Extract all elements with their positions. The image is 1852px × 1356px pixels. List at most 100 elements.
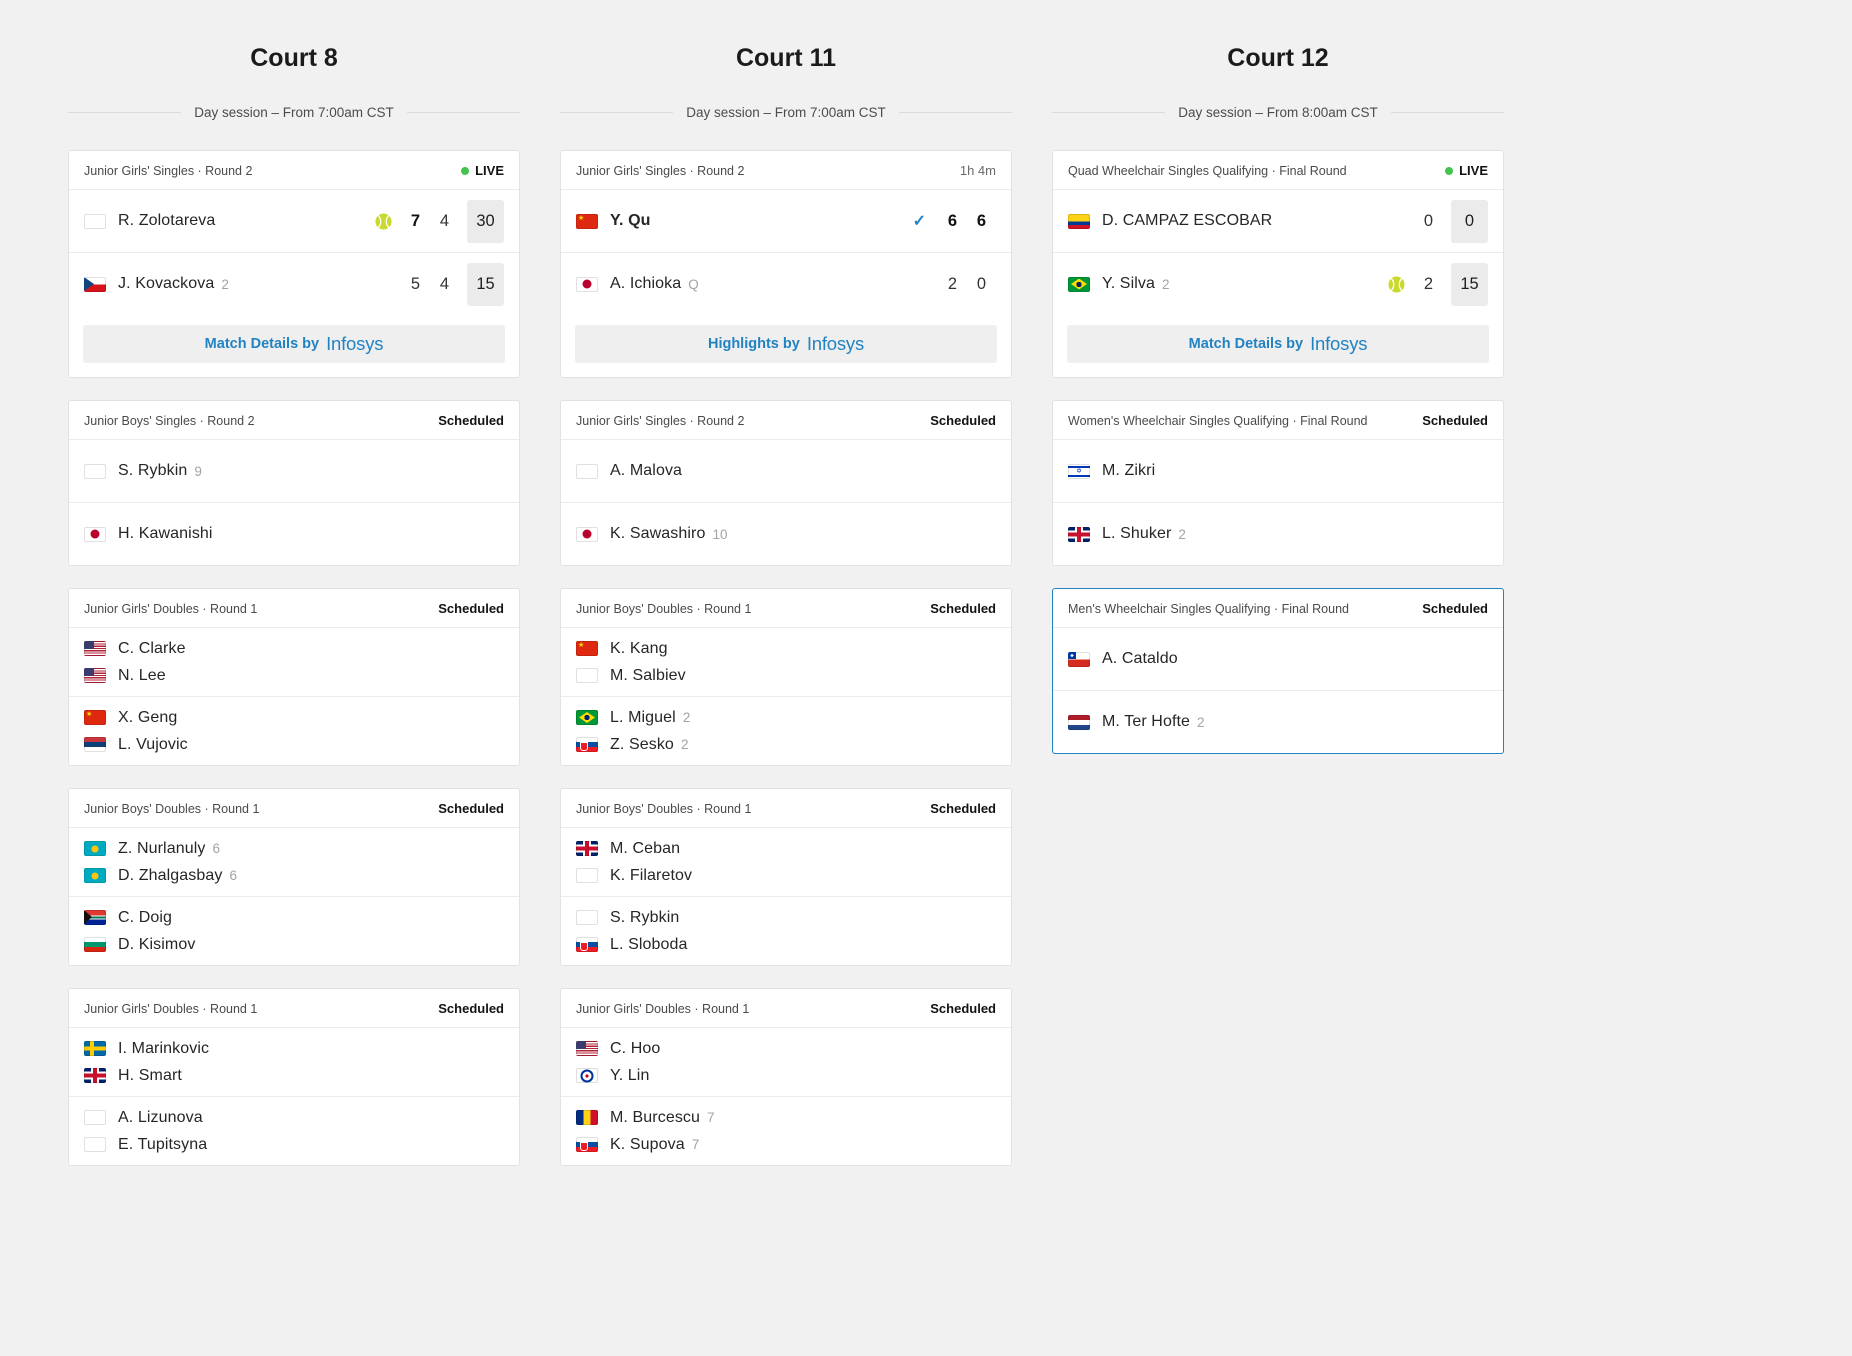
match-action-button[interactable]: Match Details by Infosys xyxy=(83,325,505,363)
team-players: K. Kang M. Salbiev xyxy=(576,636,686,688)
infosys-logo: Infosys xyxy=(806,333,865,354)
player: A. Lizunova xyxy=(84,1105,207,1130)
player: D. CAMPAZ ESCOBAR xyxy=(1068,209,1272,234)
divider-line xyxy=(898,112,1013,113)
team-players: A. Malova xyxy=(576,459,682,484)
match-card[interactable]: Junior Girls' Doubles · Round 1 Scheduled… xyxy=(68,588,520,766)
match-card-header: Junior Girls' Singles · Round 2 LIVE xyxy=(69,151,519,189)
player: A. Cataldo xyxy=(1068,647,1178,672)
player: S. Rybkin 9 xyxy=(84,459,202,484)
divider-line xyxy=(68,112,182,113)
flag-neutral-icon xyxy=(576,463,598,479)
flag-neutral-icon xyxy=(576,668,598,683)
player-name: A. Cataldo xyxy=(1102,650,1178,667)
match-card[interactable]: Women's Wheelchair Singles Qualifying · … xyxy=(1052,400,1504,566)
player: M. Ceban xyxy=(576,836,692,861)
match-card-header: Junior Girls' Doubles · Round 1 Scheduled xyxy=(69,589,519,627)
team-row: Z. Nurlanuly 6 D. Zhalgasbay 6 xyxy=(69,827,519,896)
match-status: Scheduled xyxy=(930,801,996,816)
player-name: N. Lee xyxy=(118,666,166,684)
match-card[interactable]: Quad Wheelchair Singles Qualifying · Fin… xyxy=(1052,150,1504,378)
match-card[interactable]: Junior Girls' Singles · Round 2 1h 4m Y. Q… xyxy=(560,150,1012,378)
team-row: Y. Qu ✓ 66 xyxy=(561,189,1011,252)
action-label: Highlights by xyxy=(707,336,800,352)
team-players: C. Hoo Y. Lin xyxy=(576,1036,660,1088)
match-card[interactable]: Junior Boys' Doubles · Round 1 Scheduled M… xyxy=(560,788,1012,966)
match-card[interactable]: Men's Wheelchair Singles Qualifying · Fi… xyxy=(1052,588,1504,754)
match-card-header: Junior Girls' Doubles · Round 1 Scheduled xyxy=(69,989,519,1027)
flag-sk-icon xyxy=(576,937,598,952)
match-card[interactable]: Junior Boys' Doubles · Round 1 Scheduled K… xyxy=(560,588,1012,766)
team-row: J. Kovackova 2 5 4 15 xyxy=(69,252,519,315)
player: D. Kisimov xyxy=(84,932,195,957)
player: M. Burcescu 7 xyxy=(576,1105,715,1130)
event-name: Junior Boys' Doubles · Round 1 xyxy=(576,601,752,616)
serving-ball-icon xyxy=(375,212,392,230)
flag-jp-icon xyxy=(84,526,106,542)
player-seed: 2 xyxy=(1161,276,1170,292)
team-row: A. Malova xyxy=(561,439,1011,502)
game-score: 15 xyxy=(1451,262,1488,306)
flag-tpe-icon xyxy=(576,1068,598,1083)
flag-cn-icon xyxy=(576,213,598,229)
status-label: Scheduled xyxy=(930,601,996,616)
team-players: L. Shuker 2 xyxy=(1068,522,1186,547)
match-card-header: Junior Boys' Doubles · Round 1 Scheduled xyxy=(69,789,519,827)
match-status: 1h 4m xyxy=(960,163,996,178)
team-row: S. Rybkin 9 xyxy=(69,439,519,502)
set-score: 0 xyxy=(976,274,987,293)
player: L. Shuker 2 xyxy=(1068,522,1186,547)
court-column-1: Court 8 Day session – From 7:00am CST Juni… xyxy=(68,16,521,1188)
match-card[interactable]: Junior Boys' Singles · Round 2 Scheduled S… xyxy=(68,400,520,566)
court-title: Court 12 xyxy=(1227,44,1329,72)
match-action-button[interactable]: Match Details by Infosys xyxy=(1067,325,1489,363)
match-card[interactable]: Junior Girls' Doubles · Round 1 Scheduled… xyxy=(68,988,520,1166)
match-status: Scheduled xyxy=(438,413,504,428)
player-name: R. Zolotareva xyxy=(118,212,216,229)
action-label: Match Details by xyxy=(204,336,320,352)
team-row: K. Kang M. Salbiev xyxy=(561,627,1011,696)
player: C. Hoo xyxy=(576,1036,660,1061)
set-score: 7 xyxy=(410,211,421,230)
set-score: 6 xyxy=(976,211,987,230)
team-players: Z. Nurlanuly 6 D. Zhalgasbay 6 xyxy=(84,836,237,888)
flag-gb-icon xyxy=(1068,526,1090,542)
player: K. Sawashiro 10 xyxy=(576,522,728,547)
player: X. Geng xyxy=(84,705,188,730)
match-action-button[interactable]: Highlights by Infosys xyxy=(575,325,997,363)
player-seed: 6 xyxy=(212,841,220,856)
player-name: L. Miguel xyxy=(610,708,676,726)
team-players: Y. Silva 2 xyxy=(1068,272,1170,297)
match-card[interactable]: Junior Girls' Singles · Round 2 LIVE R. Zo… xyxy=(68,150,520,378)
player: I. Marinkovic xyxy=(84,1036,209,1061)
team-players: A. Ichioka Q xyxy=(576,272,699,297)
status-label: LIVE xyxy=(475,163,504,178)
team-players: Y. Qu xyxy=(576,209,651,234)
player: M. Ter Hofte 2 xyxy=(1068,710,1205,735)
status-label: Scheduled xyxy=(438,801,504,816)
flag-ro-icon xyxy=(576,1110,598,1125)
player-name: L. Vujovic xyxy=(118,735,188,753)
match-card[interactable]: Junior Boys' Doubles · Round 1 Scheduled Z… xyxy=(68,788,520,966)
flag-il-icon xyxy=(1068,463,1090,479)
player-name: K. Sawashiro xyxy=(610,525,706,542)
session-label: Day session – From 7:00am CST xyxy=(686,105,886,120)
team-row: C. Clarke N. Lee xyxy=(69,627,519,696)
player: R. Zolotareva xyxy=(84,209,215,234)
player-name: Y. Silva xyxy=(1102,275,1155,292)
serving-ball-icon xyxy=(1388,275,1405,293)
match-card[interactable]: Junior Girls' Singles · Round 2 Scheduled… xyxy=(560,400,1012,566)
player-name: J. Kovackova xyxy=(118,275,215,292)
flag-co-icon xyxy=(1068,213,1090,229)
divider-line xyxy=(406,112,521,113)
player: Y. Lin xyxy=(576,1063,660,1088)
flag-cn-icon xyxy=(84,710,106,725)
event-name: Men's Wheelchair Singles Qualifying · Fi… xyxy=(1068,601,1349,616)
divider-line xyxy=(560,112,674,113)
player: C. Doig xyxy=(84,905,195,930)
match-card[interactable]: Junior Girls' Doubles · Round 1 Scheduled… xyxy=(560,988,1012,1166)
team-row: C. Doig D. Kisimov xyxy=(69,896,519,965)
flag-nl-icon xyxy=(1068,714,1090,730)
session-divider: Day session – From 8:00am CST xyxy=(1052,105,1505,120)
